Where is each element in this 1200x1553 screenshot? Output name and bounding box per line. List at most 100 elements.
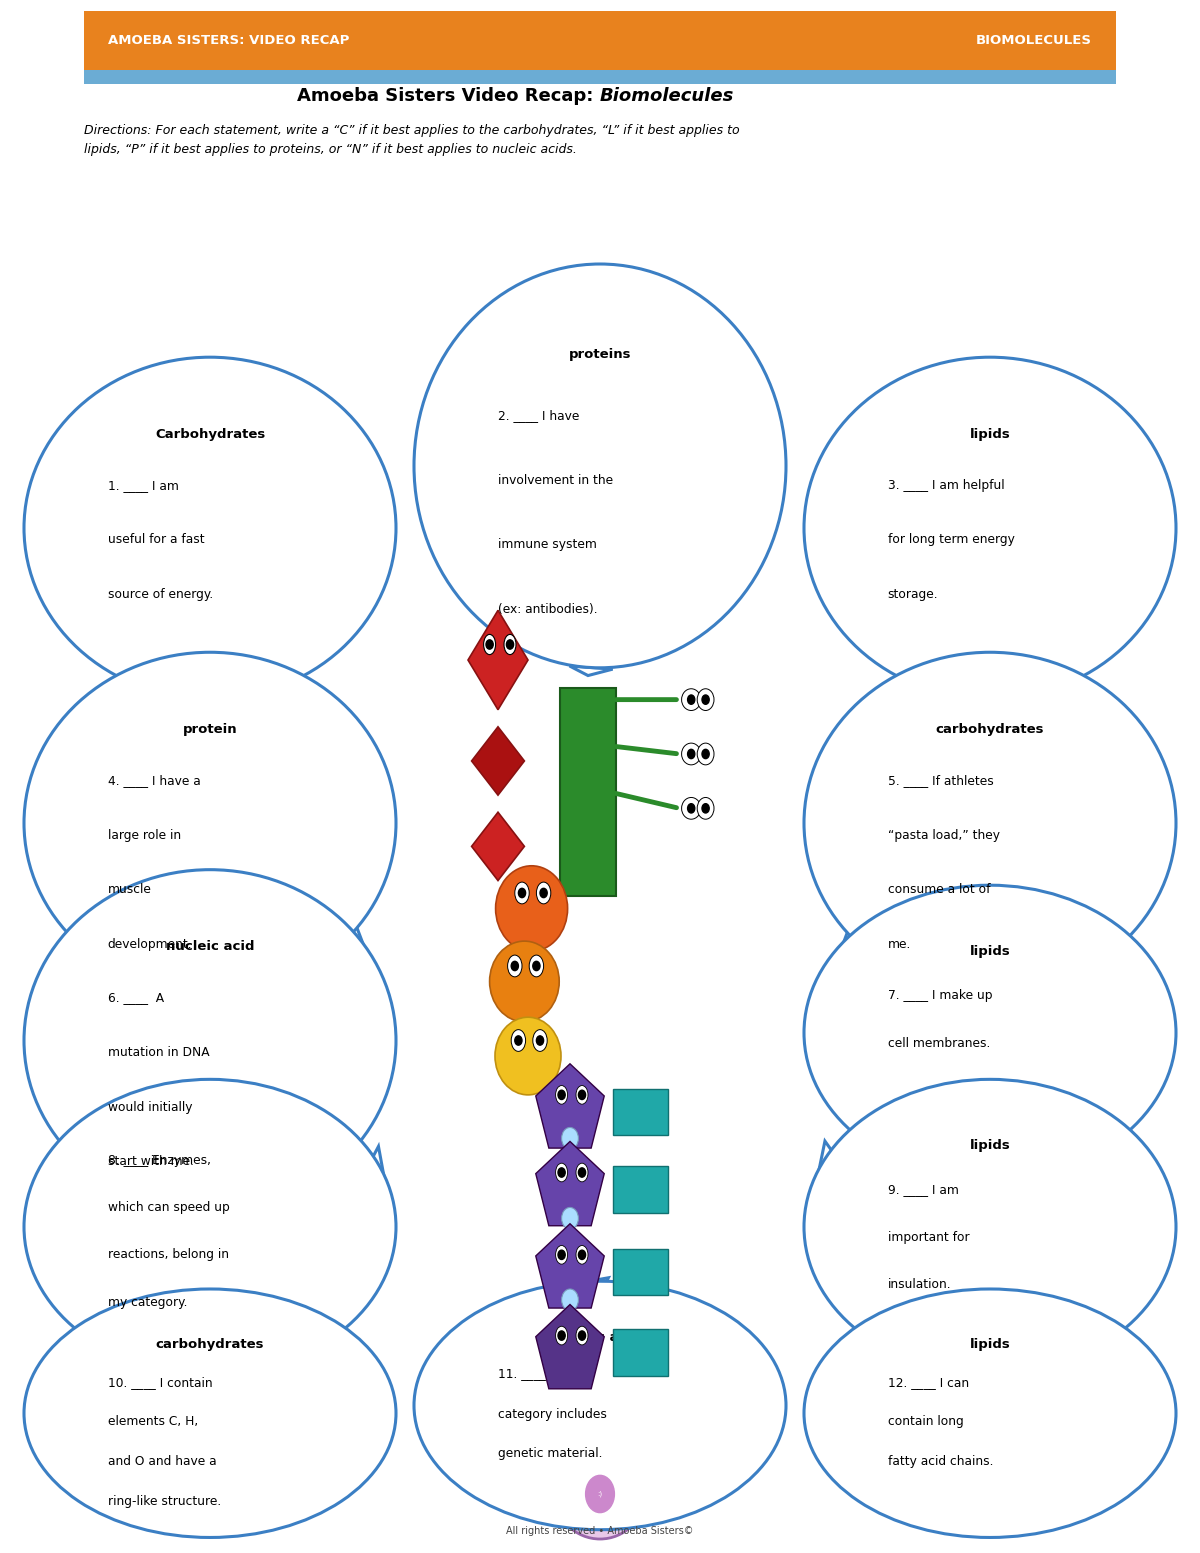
- Circle shape: [586, 1475, 614, 1513]
- Text: 8. ____ Enzymes,: 8. ____ Enzymes,: [108, 1154, 211, 1166]
- Text: AMOEBA SISTERS: VIDEO RECAP: AMOEBA SISTERS: VIDEO RECAP: [108, 34, 349, 47]
- Text: mutation in DNA: mutation in DNA: [108, 1047, 209, 1059]
- Polygon shape: [565, 1278, 608, 1317]
- Text: 5. ____ If athletes: 5. ____ If athletes: [888, 773, 994, 787]
- Ellipse shape: [804, 357, 1176, 699]
- Text: large role in: large role in: [108, 829, 181, 842]
- Text: cell membranes.: cell membranes.: [888, 1036, 990, 1050]
- Text: carbohydrates: carbohydrates: [936, 722, 1044, 736]
- Polygon shape: [535, 1141, 605, 1225]
- Text: (ex: antibodies).: (ex: antibodies).: [498, 603, 598, 615]
- Text: 12. ____ I can: 12. ____ I can: [888, 1376, 968, 1388]
- Ellipse shape: [808, 1294, 1172, 1533]
- Text: involvement in the: involvement in the: [498, 474, 613, 486]
- Circle shape: [558, 1250, 565, 1259]
- Circle shape: [540, 888, 547, 898]
- Text: “pasta load,” they: “pasta load,” they: [888, 829, 1000, 842]
- Circle shape: [511, 961, 518, 971]
- Text: storage.: storage.: [888, 589, 938, 601]
- Ellipse shape: [533, 1030, 547, 1051]
- Text: genetic material.: genetic material.: [498, 1447, 602, 1460]
- Ellipse shape: [504, 634, 516, 655]
- Polygon shape: [472, 727, 524, 795]
- Ellipse shape: [490, 941, 559, 1022]
- FancyBboxPatch shape: [613, 1249, 668, 1295]
- Circle shape: [562, 1289, 578, 1311]
- Polygon shape: [299, 1287, 325, 1331]
- Ellipse shape: [804, 885, 1176, 1180]
- Text: 7. ____ I make up: 7. ____ I make up: [888, 989, 992, 1002]
- Text: fatty acid chains.: fatty acid chains.: [888, 1455, 994, 1468]
- Ellipse shape: [556, 1326, 568, 1345]
- Ellipse shape: [28, 657, 392, 989]
- Ellipse shape: [554, 1449, 646, 1539]
- Circle shape: [578, 1090, 586, 1100]
- Ellipse shape: [556, 1246, 568, 1264]
- Ellipse shape: [24, 357, 396, 699]
- Text: Biomolecules: Biomolecules: [600, 87, 734, 106]
- Circle shape: [558, 1168, 565, 1177]
- Text: ring-like structure.: ring-like structure.: [108, 1496, 221, 1508]
- Ellipse shape: [808, 362, 1172, 694]
- Polygon shape: [911, 677, 949, 702]
- Ellipse shape: [576, 1326, 588, 1345]
- Ellipse shape: [804, 1289, 1176, 1537]
- Text: 2. ____ I have: 2. ____ I have: [498, 408, 580, 422]
- Text: nucleic acids: nucleic acids: [552, 1331, 648, 1343]
- Circle shape: [558, 1090, 565, 1100]
- Circle shape: [578, 1168, 586, 1177]
- Text: development.: development.: [108, 938, 192, 950]
- Ellipse shape: [697, 688, 714, 710]
- Text: 3. ____ I am helpful: 3. ____ I am helpful: [888, 478, 1004, 492]
- Polygon shape: [535, 1064, 605, 1148]
- Text: start with me.: start with me.: [108, 1155, 193, 1168]
- Circle shape: [562, 1208, 578, 1230]
- Text: nucleic acid: nucleic acid: [166, 940, 254, 954]
- Ellipse shape: [808, 657, 1172, 989]
- Ellipse shape: [682, 798, 701, 818]
- Text: which can speed up: which can speed up: [108, 1200, 229, 1214]
- Ellipse shape: [418, 269, 782, 663]
- Text: carbohydrates: carbohydrates: [156, 1339, 264, 1351]
- Text: proteins: proteins: [569, 348, 631, 362]
- Bar: [84, 70, 1116, 84]
- Ellipse shape: [682, 688, 701, 710]
- Ellipse shape: [496, 1017, 562, 1095]
- Text: immune system: immune system: [498, 539, 596, 551]
- Ellipse shape: [529, 955, 544, 977]
- Ellipse shape: [24, 1079, 396, 1374]
- Circle shape: [486, 640, 493, 649]
- Polygon shape: [468, 610, 528, 710]
- Circle shape: [702, 804, 709, 812]
- Circle shape: [536, 1036, 544, 1045]
- Text: insulation.: insulation.: [888, 1278, 952, 1291]
- Ellipse shape: [414, 1281, 786, 1530]
- Text: my category.: my category.: [108, 1295, 187, 1309]
- Text: 11. ____ My: 11. ____ My: [498, 1368, 568, 1381]
- Text: useful for a fast: useful for a fast: [108, 534, 204, 547]
- Text: 1. ____ I am: 1. ____ I am: [108, 478, 179, 492]
- Text: category includes: category includes: [498, 1407, 606, 1421]
- Text: elements C, H,: elements C, H,: [108, 1415, 198, 1429]
- Ellipse shape: [28, 1084, 392, 1370]
- Text: :): :): [598, 1491, 602, 1497]
- Ellipse shape: [576, 1086, 588, 1104]
- Polygon shape: [354, 1146, 389, 1200]
- Polygon shape: [278, 655, 313, 691]
- Circle shape: [702, 694, 709, 705]
- Text: consume a lot of: consume a lot of: [888, 884, 990, 896]
- Text: protein: protein: [182, 722, 238, 736]
- Circle shape: [578, 1331, 586, 1340]
- Circle shape: [688, 694, 695, 705]
- Bar: [84, 11, 1116, 70]
- Text: me.: me.: [888, 938, 911, 950]
- Ellipse shape: [697, 742, 714, 764]
- Circle shape: [688, 749, 695, 759]
- Circle shape: [702, 749, 709, 759]
- Circle shape: [533, 961, 540, 971]
- Text: Amoeba Sisters Video Recap:: Amoeba Sisters Video Recap:: [298, 87, 600, 106]
- Text: reactions, belong in: reactions, belong in: [108, 1249, 229, 1261]
- Text: 10. ____ I contain: 10. ____ I contain: [108, 1376, 212, 1388]
- Circle shape: [578, 1250, 586, 1259]
- Ellipse shape: [682, 742, 701, 764]
